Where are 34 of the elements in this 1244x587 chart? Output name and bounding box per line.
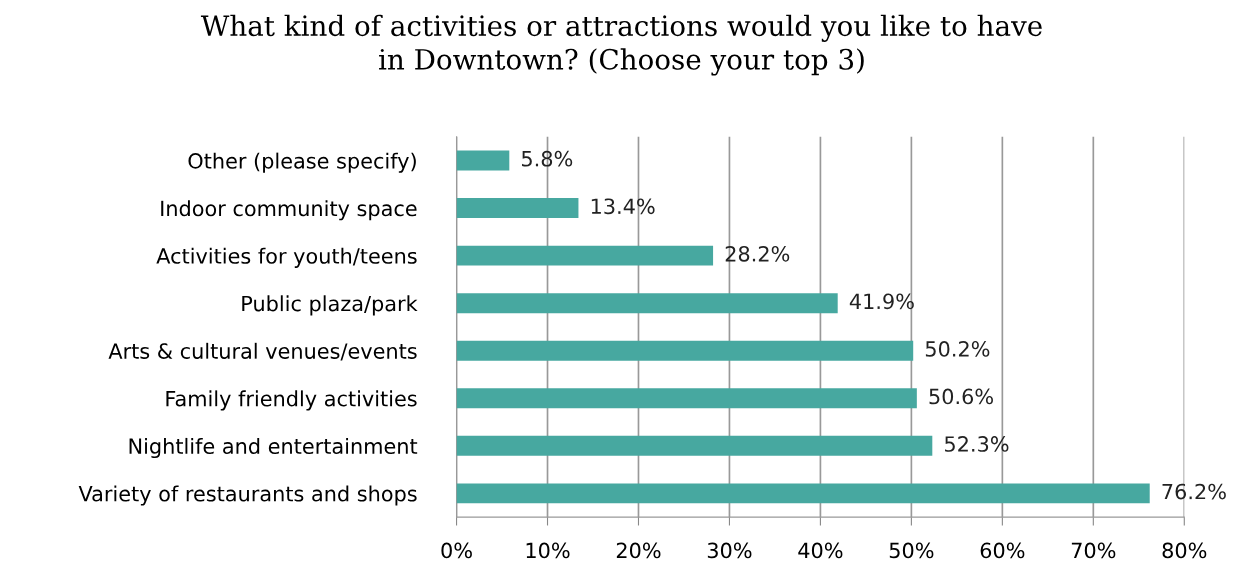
x-tick-label: 70% bbox=[1071, 542, 1116, 559]
y-tick-label: Activities for youth/teens bbox=[156, 247, 417, 268]
y-tick-label: Public plaza/park bbox=[242, 295, 418, 316]
y-tick-label: Arts & cultural venues/events bbox=[108, 342, 417, 361]
y-tick-label: Other (please specify) bbox=[188, 152, 416, 173]
data-label: 52.3% bbox=[945, 436, 1009, 452]
bar bbox=[456, 340, 914, 361]
data-label: 5.8% bbox=[522, 150, 573, 167]
bar bbox=[456, 483, 1150, 504]
x-tick-label: 0% bbox=[441, 542, 472, 559]
x-tick-label: 80% bbox=[1162, 542, 1207, 559]
bar bbox=[456, 245, 714, 266]
bar bbox=[456, 150, 510, 171]
x-tick-label: 50% bbox=[889, 542, 934, 559]
data-label: 28.2% bbox=[725, 245, 790, 262]
y-tick-label: Family friendly activities bbox=[166, 390, 417, 411]
y-tick-label: Nightlife and entertainment bbox=[129, 437, 418, 459]
bar bbox=[456, 388, 917, 409]
x-tick-label: 10% bbox=[526, 542, 570, 559]
bar bbox=[456, 435, 933, 456]
data-label: 50.6% bbox=[929, 388, 993, 405]
y-tick-label: Variety of restaurants and shops bbox=[78, 485, 417, 506]
x-tick-label: 20% bbox=[616, 542, 661, 559]
x-tick-label: 40% bbox=[798, 542, 843, 559]
data-label: 41.9% bbox=[849, 293, 914, 310]
y-tick-label: Indoor community space bbox=[161, 200, 417, 221]
data-label: 13.4% bbox=[591, 198, 655, 215]
bar bbox=[456, 198, 579, 219]
bar bbox=[456, 293, 838, 314]
x-tick-label: 60% bbox=[980, 542, 1025, 559]
data-label: 50.2% bbox=[925, 341, 990, 357]
x-tick-label: 30% bbox=[707, 542, 752, 559]
data-label: 76.2% bbox=[1162, 483, 1226, 500]
chart-title: What kind of activities or attractions would you like to have in Downtown? (Choose your top 3) bbox=[200, 14, 1042, 76]
